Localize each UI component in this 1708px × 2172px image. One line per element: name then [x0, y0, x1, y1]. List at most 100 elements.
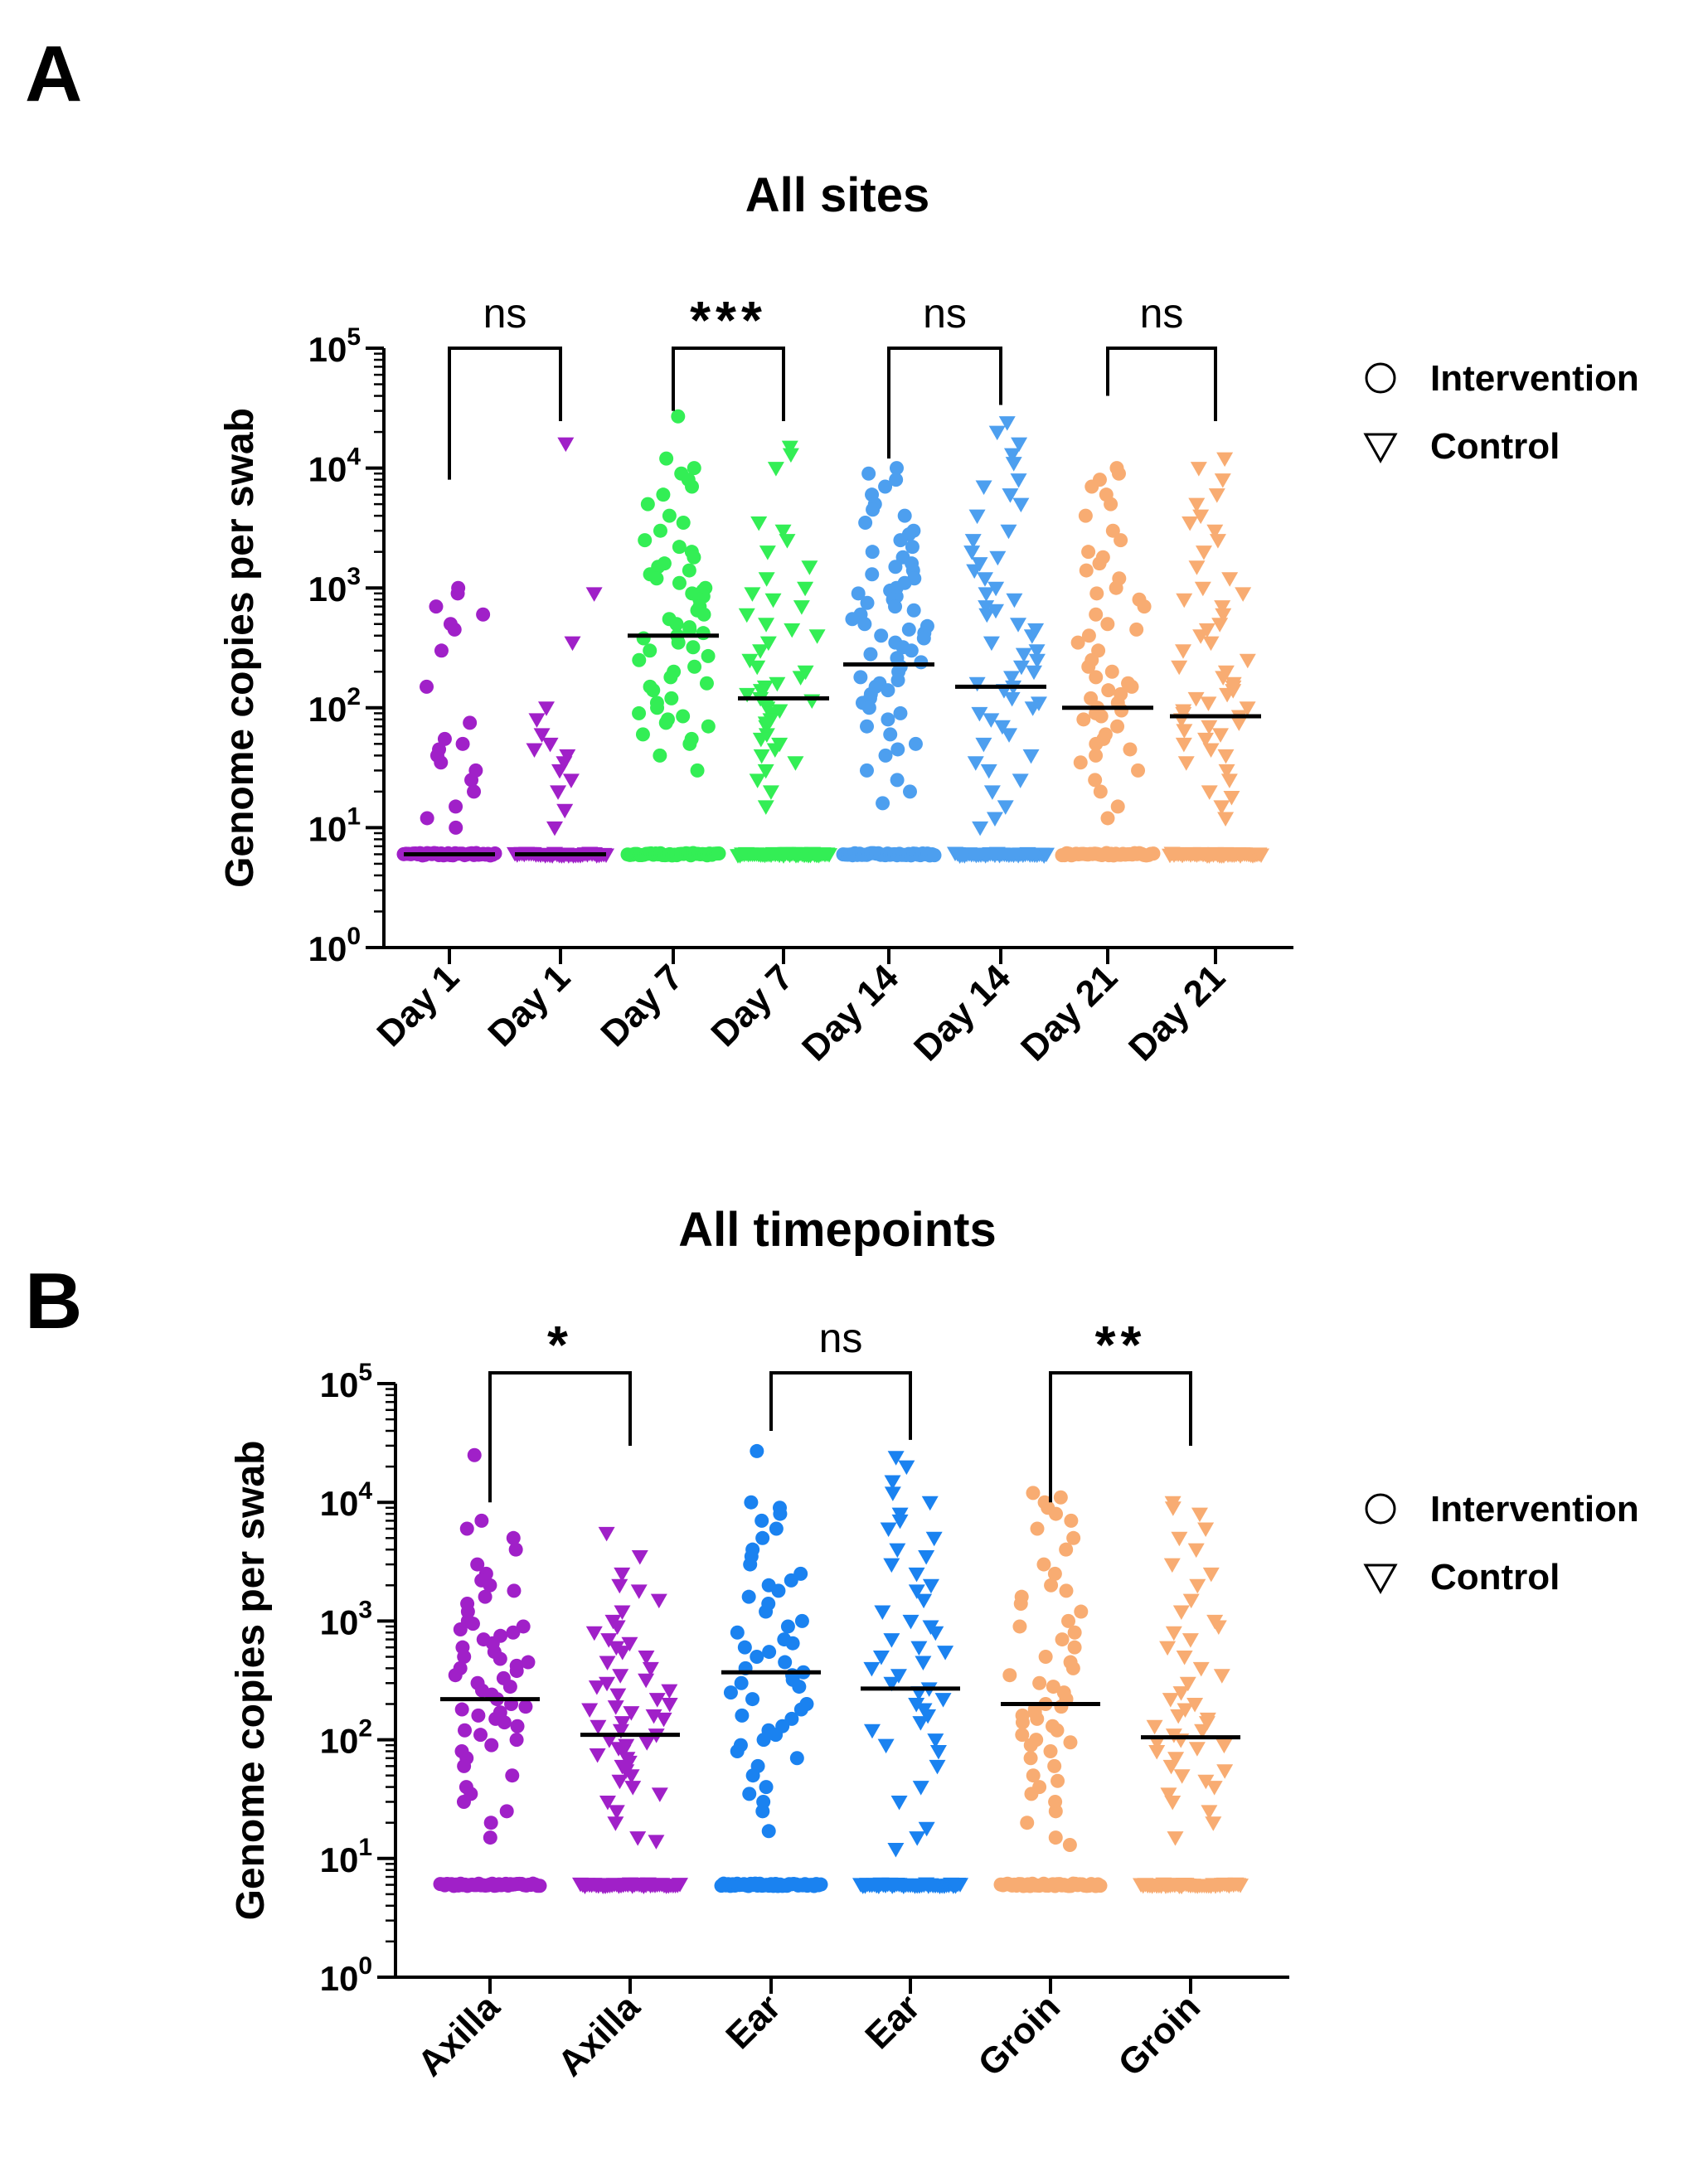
data-point: [1221, 572, 1239, 587]
data-point: [1232, 1879, 1249, 1893]
data-point: [983, 636, 1000, 652]
group-ear-control: [852, 1451, 968, 1895]
data-point: [762, 785, 779, 800]
data-point: [1167, 1752, 1185, 1767]
group-day-21-control: [1162, 452, 1269, 864]
data-point: [881, 683, 895, 698]
data-point: [1187, 691, 1205, 707]
data-point: [1131, 763, 1146, 778]
data-point: [793, 600, 810, 615]
data-point: [1051, 1773, 1065, 1788]
data-point: [1211, 618, 1229, 633]
data-point: [701, 719, 716, 734]
data-point: [1171, 1531, 1188, 1547]
data-point: [1109, 580, 1123, 595]
data-point: [669, 617, 684, 632]
y-tick-base: 10: [308, 450, 347, 489]
data-point: [851, 586, 866, 601]
data-point: [505, 1768, 520, 1783]
data-point: [638, 1651, 655, 1665]
data-point: [749, 773, 766, 788]
data-point: [759, 545, 776, 560]
data-point: [636, 631, 651, 646]
data-point: [623, 1769, 640, 1784]
significance-label: ns: [483, 290, 527, 337]
data-point: [506, 1530, 521, 1545]
panel-letter-b: B: [25, 1257, 82, 1345]
legend-label: Intervention: [1430, 358, 1639, 399]
data-point: [1084, 479, 1099, 494]
data-point: [1059, 1583, 1074, 1598]
data-point: [968, 676, 986, 692]
data-point: [752, 732, 769, 748]
y-tick-label: 103: [308, 563, 361, 608]
data-point: [857, 617, 872, 632]
data-point: [1079, 563, 1094, 578]
data-point: [640, 497, 655, 511]
data-point: [607, 1700, 624, 1715]
data-point: [1003, 448, 1021, 463]
y-axis-label: Genome copies per swab: [218, 408, 262, 888]
data-point: [599, 1656, 616, 1671]
data-point: [663, 670, 678, 685]
data-point: [968, 509, 986, 525]
data-point: [473, 1728, 488, 1743]
data-point: [1089, 607, 1104, 622]
data-point: [972, 821, 989, 836]
data-point: [1176, 593, 1193, 608]
data-point: [1188, 560, 1206, 575]
data-point: [1179, 1676, 1196, 1692]
data-point: [696, 626, 711, 641]
data-point: [1164, 1795, 1182, 1811]
data-point: [590, 1719, 607, 1735]
data-point: [1030, 1711, 1045, 1726]
data-point: [1047, 1758, 1062, 1773]
data-point: [420, 811, 434, 826]
data-point: [889, 473, 904, 487]
data-point: [1176, 1651, 1193, 1665]
data-point: [1213, 800, 1230, 815]
y-tick-base: 10: [308, 690, 347, 729]
data-point: [1217, 812, 1235, 827]
data-point: [880, 1522, 897, 1537]
data-point: [609, 1688, 627, 1704]
data-point: [614, 1605, 631, 1621]
data-point: [890, 1669, 907, 1684]
data-point: [908, 1567, 925, 1583]
data-point: [493, 1651, 507, 1666]
data-point: [1182, 1593, 1200, 1609]
data-point: [687, 461, 701, 476]
y-tick-base: 10: [308, 330, 347, 369]
data-point: [1162, 1759, 1180, 1775]
chart-title: All sites: [745, 168, 929, 222]
data-point: [1073, 755, 1088, 770]
data-point: [614, 1567, 631, 1583]
data-point: [420, 679, 434, 694]
data-point: [755, 1530, 770, 1545]
y-tick-exponent: 4: [347, 444, 361, 471]
data-point: [927, 1626, 944, 1641]
data-point: [447, 622, 462, 637]
data-point: [766, 743, 784, 758]
data-point: [792, 671, 809, 686]
data-point: [1215, 608, 1232, 623]
data-point: [1253, 848, 1269, 864]
data-point: [1089, 748, 1104, 763]
data-point: [467, 784, 482, 799]
data-point: [484, 1738, 499, 1753]
data-point: [1217, 749, 1235, 764]
data-point: [898, 1460, 915, 1476]
significance-label: ns: [923, 290, 967, 337]
data-point: [1160, 1787, 1177, 1802]
chart-title: All timepoints: [678, 1203, 996, 1257]
data-point: [696, 607, 711, 622]
data-point: [671, 409, 686, 424]
data-point: [983, 785, 1001, 800]
data-point: [964, 534, 982, 549]
data-point: [682, 736, 697, 751]
data-point: [778, 1655, 793, 1670]
data-point: [808, 629, 826, 644]
data-point: [456, 1794, 471, 1809]
data-point: [506, 1625, 521, 1640]
data-point: [1188, 497, 1206, 513]
